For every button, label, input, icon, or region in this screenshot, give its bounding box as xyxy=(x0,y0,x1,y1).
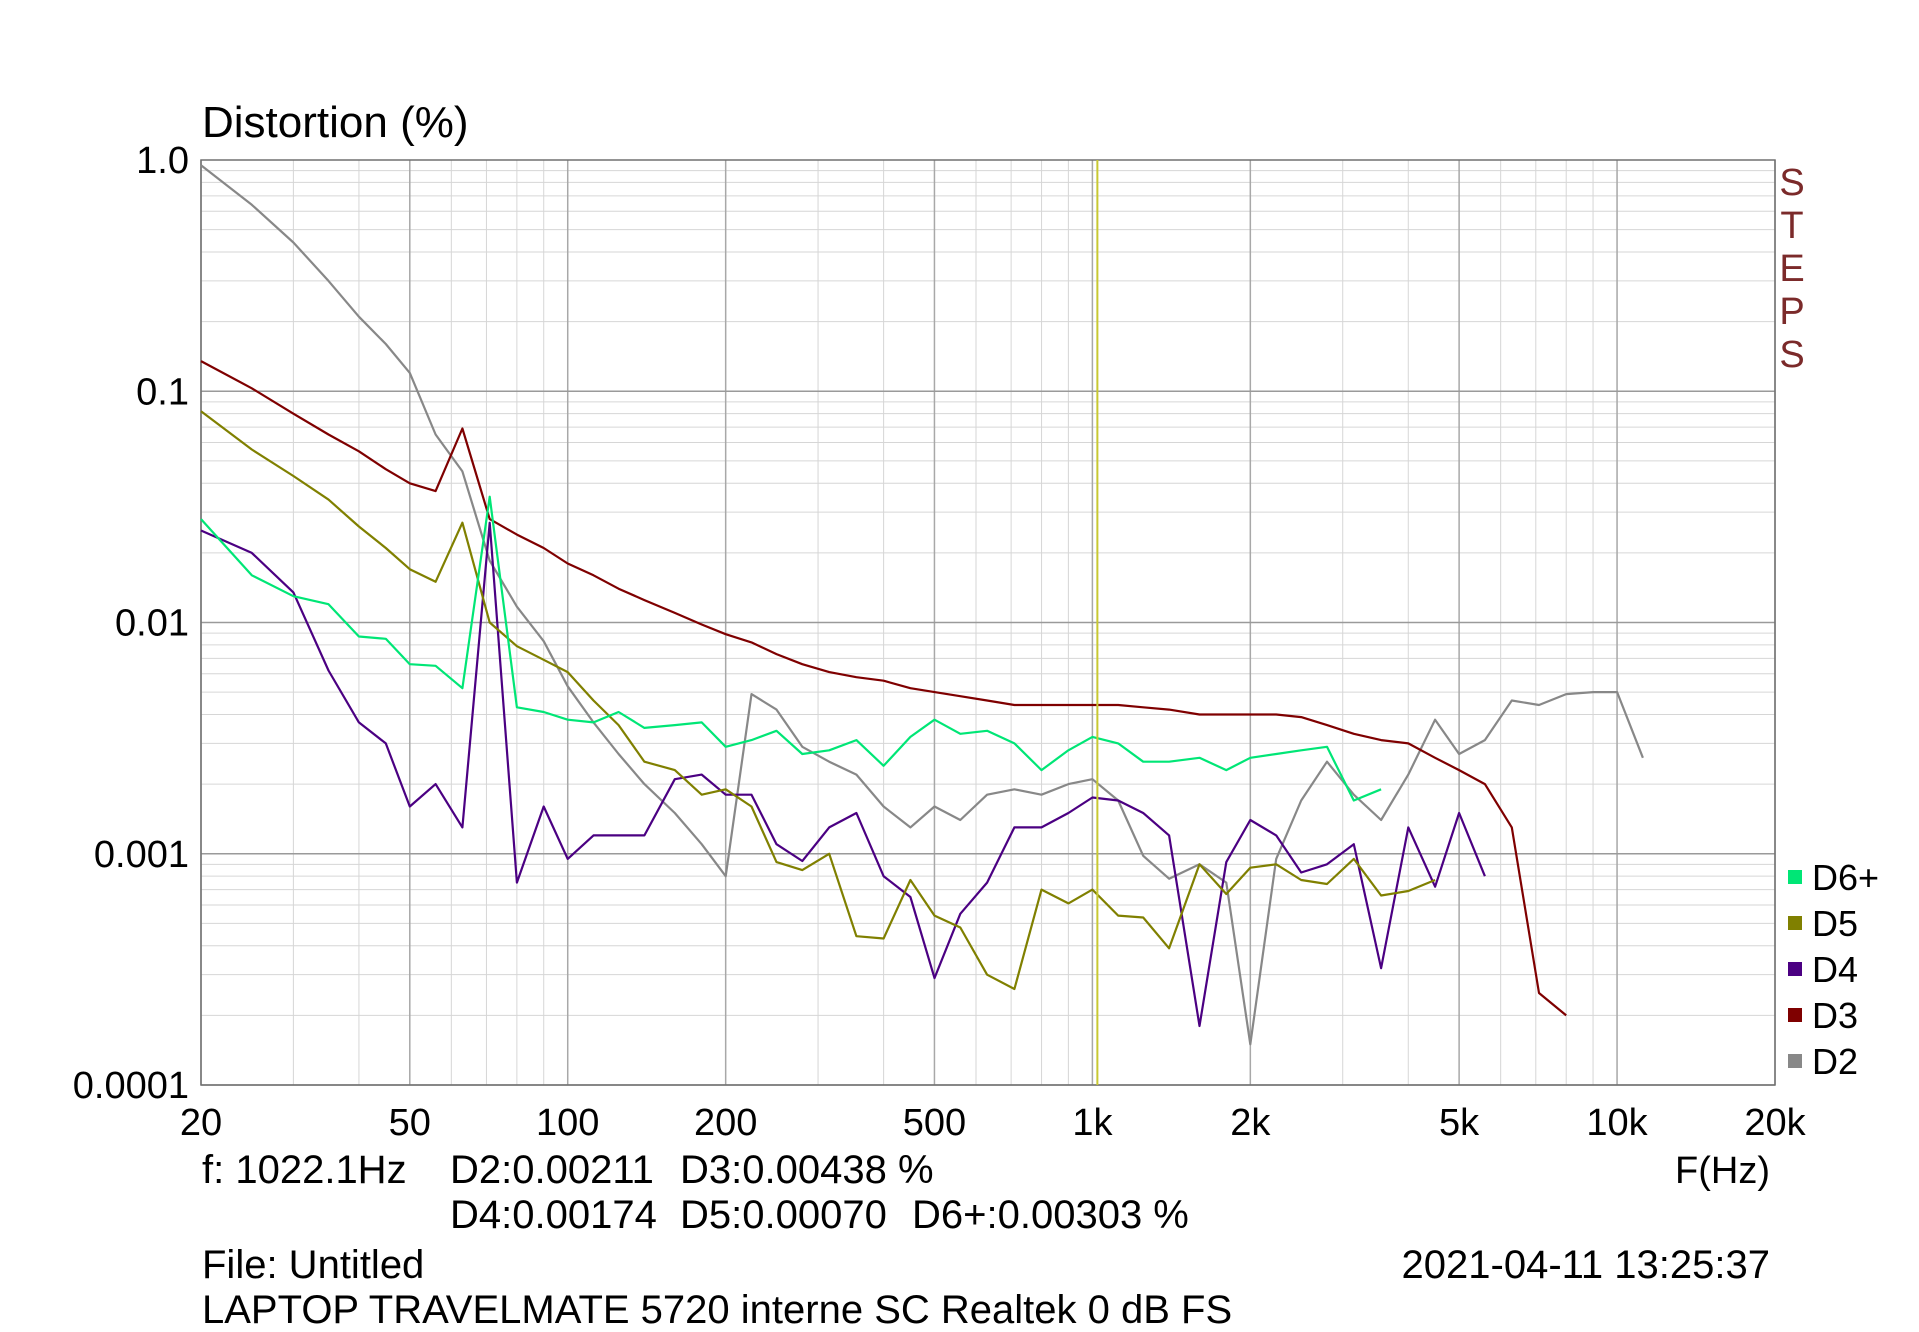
series-line-d3 xyxy=(200,360,1567,1017)
legend-swatch xyxy=(1788,962,1802,976)
series-line-d5 xyxy=(200,410,1436,991)
x-tick-label: 200 xyxy=(694,1102,757,1144)
x-tick-label: 20k xyxy=(1744,1102,1806,1144)
x-tick-label: 10k xyxy=(1586,1102,1648,1144)
y-tick-label: 0.1 xyxy=(136,371,189,413)
readout-d6: D6+:0.00303 % xyxy=(912,1193,1189,1237)
legend: D6+ D5 D4 D3 D2 xyxy=(1788,857,1879,1082)
x-tick-labels: 20 50 100 200 500 1k 2k 5k 10k 20k xyxy=(180,1102,1807,1144)
steps-letter: T xyxy=(1780,205,1803,247)
series-line-d2 xyxy=(200,164,1644,1046)
legend-swatch xyxy=(1788,916,1802,930)
series-line-d6-plus xyxy=(200,495,1382,802)
legend-label: D5 xyxy=(1812,903,1858,944)
y-tick-label: 0.01 xyxy=(115,603,189,645)
readout-d2: D2:0.00211 xyxy=(450,1148,654,1192)
steps-letter: S xyxy=(1779,162,1804,204)
legend-swatch xyxy=(1788,870,1802,884)
legend-label: D2 xyxy=(1812,1041,1858,1082)
readout-d4: D4:0.00174 xyxy=(450,1193,657,1237)
legend-label: D6+ xyxy=(1812,857,1879,898)
x-tick-label: 50 xyxy=(389,1102,431,1144)
y-tick-label: 1.0 xyxy=(136,140,189,182)
plot-frame xyxy=(200,159,1776,1086)
x-tick-label: 100 xyxy=(536,1102,599,1144)
x-axis-label: F(Hz) xyxy=(1675,1150,1770,1192)
readout-frequency: f: 1022.1Hz xyxy=(202,1148,407,1192)
x-tick-label: 2k xyxy=(1230,1102,1271,1144)
series-line-d4 xyxy=(200,521,1486,1028)
y-tick-label: 0.001 xyxy=(94,834,189,876)
file-name: File: Untitled xyxy=(202,1243,425,1287)
y-tick-label: 0.0001 xyxy=(73,1065,189,1107)
legend-swatch xyxy=(1788,1008,1802,1022)
legend-label: D4 xyxy=(1812,949,1858,990)
y-tick-labels: 1.0 0.1 0.01 0.001 0.0001 xyxy=(73,140,189,1107)
legend-swatch xyxy=(1788,1054,1802,1068)
series-lines xyxy=(200,164,1644,1046)
steps-letter: S xyxy=(1779,334,1804,376)
timestamp: 2021-04-11 13:25:37 xyxy=(1401,1243,1770,1287)
x-tick-label: 20 xyxy=(180,1102,222,1144)
y-axis-label: Distortion (%) xyxy=(202,98,469,147)
legend-label: D3 xyxy=(1812,995,1858,1036)
measurement-description: LAPTOP TRAVELMATE 5720 interne SC Realte… xyxy=(202,1288,1233,1332)
steps-letter: E xyxy=(1779,248,1804,290)
x-tick-label: 5k xyxy=(1439,1102,1480,1144)
x-tick-label: 1k xyxy=(1072,1102,1113,1144)
readout-d5: D5:0.00070 xyxy=(680,1193,887,1237)
readout-d3: D3:0.00438 % xyxy=(680,1148,934,1192)
steps-letter: P xyxy=(1779,291,1804,333)
x-tick-label: 500 xyxy=(903,1102,966,1144)
